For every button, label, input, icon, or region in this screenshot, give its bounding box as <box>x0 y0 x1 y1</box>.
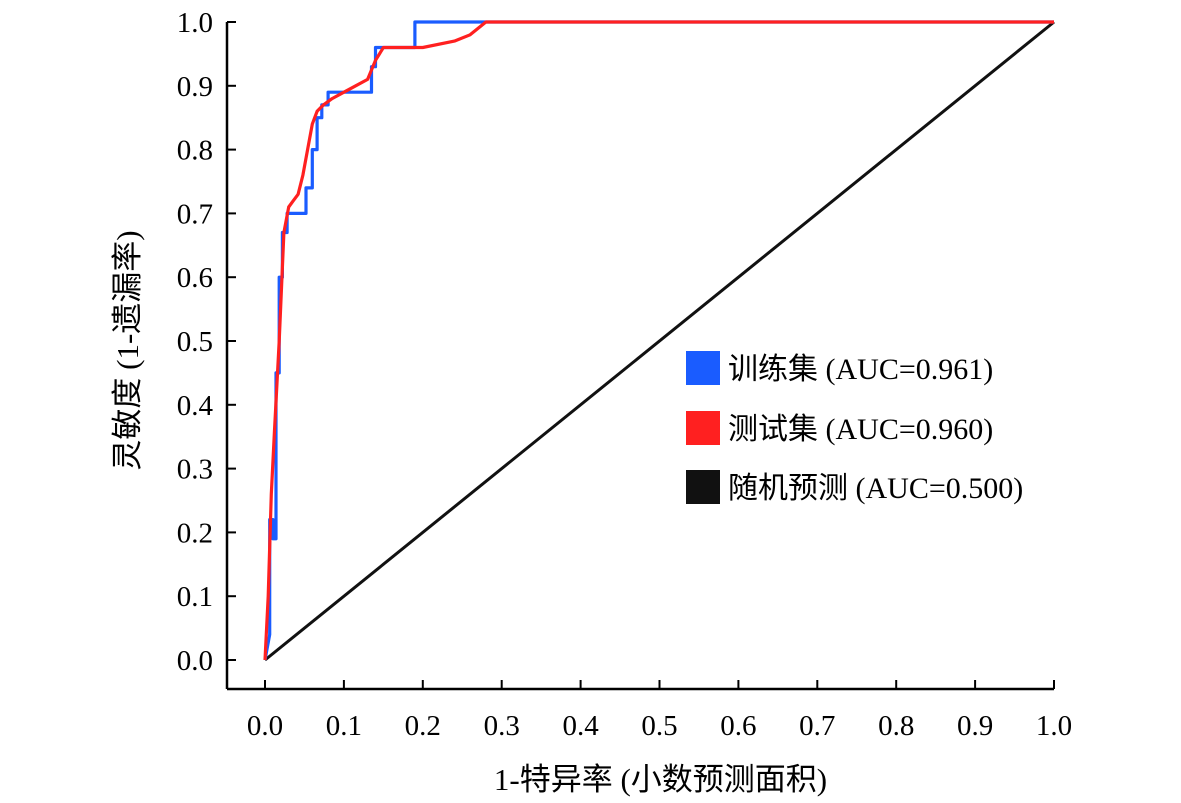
x-tick-label: 0.9 <box>957 710 993 742</box>
y-tick-label: 1.0 <box>177 7 213 39</box>
random-roc-line <box>264 20 1055 662</box>
legend-label-train: 训练集 (AUC=0.961) <box>728 353 993 386</box>
x-tick-label: 0.5 <box>641 710 677 742</box>
axes: 0.0 0.1 0.2 0.3 0.4 0.5 0.6 0.7 0.8 0.9 1.0 0.0 0.1 0… <box>177 7 1072 742</box>
legend-swatch-random <box>686 470 720 504</box>
legend: 训练集 (AUC=0.961) 测试集 (AUC=0.960) 随机预测 (AUC=… <box>686 351 1023 505</box>
y-tick-label: 0.7 <box>177 198 213 230</box>
y-tick-label: 0.4 <box>177 390 214 422</box>
x-tick-label: 0.6 <box>720 710 756 742</box>
y-tick-label: 0.0 <box>177 645 213 677</box>
y-tick-label: 0.1 <box>177 581 213 613</box>
x-tick-label: 0.4 <box>562 710 599 742</box>
y-tick-label: 0.9 <box>177 71 213 103</box>
legend-label-test: 测试集 (AUC=0.960) <box>728 413 993 446</box>
y-tick-label: 0.2 <box>177 517 213 549</box>
legend-swatch-train <box>686 351 720 385</box>
x-tick-label: 0.7 <box>799 710 835 742</box>
x-tick-label: 0.1 <box>326 710 362 742</box>
y-tick-label: 0.5 <box>177 326 213 358</box>
y-tick-label: 0.6 <box>177 262 213 294</box>
x-tick-label: 0.8 <box>878 710 914 742</box>
y-tick-label: 0.8 <box>177 135 213 167</box>
x-tick-label: 0.3 <box>484 710 520 742</box>
legend-label-random: 随机预测 (AUC=0.500) <box>728 472 1023 505</box>
y-axis-title: 灵敏度 (1-遗漏率) <box>110 230 145 470</box>
x-tick-label: 0.0 <box>247 710 283 742</box>
x-tick-label: 0.2 <box>405 710 441 742</box>
x-tick-label: 1.0 <box>1036 710 1072 742</box>
x-axis-title: 1-特异率 (小数预测面积) <box>494 762 827 797</box>
series-layer <box>263 20 1055 662</box>
test-roc-line <box>263 20 1054 661</box>
legend-swatch-test <box>686 411 720 445</box>
y-tick-label: 0.3 <box>177 454 213 486</box>
